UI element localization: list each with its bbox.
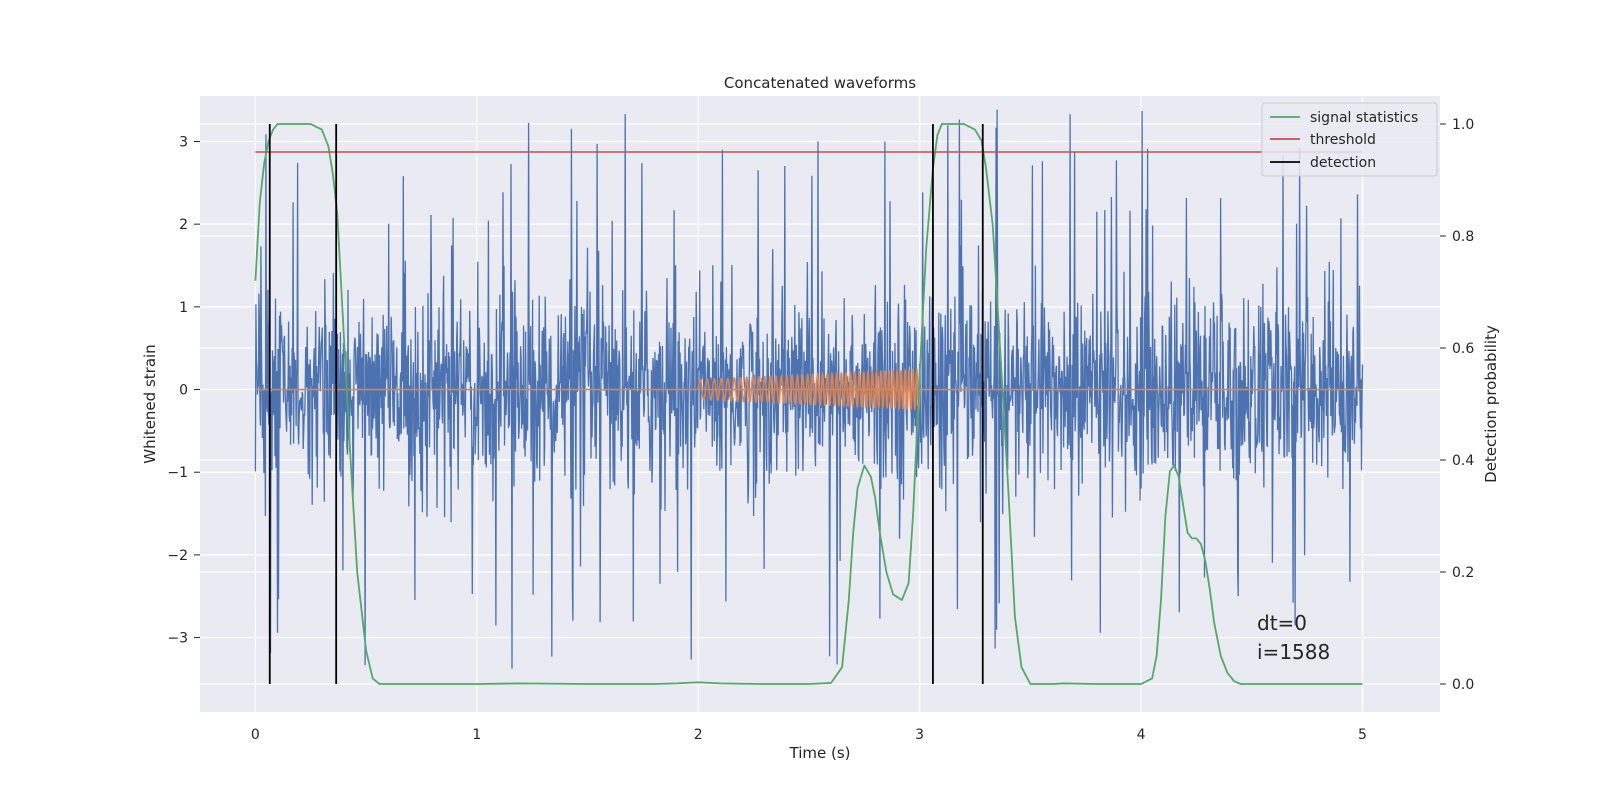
legend-label-signal-statistics: signal statistics bbox=[1310, 110, 1418, 126]
y-tick-label: 0 bbox=[179, 383, 188, 399]
series-whitened-strain bbox=[254, 109, 1364, 669]
y-tick-label: 2 bbox=[179, 217, 188, 233]
annotation-i: i=1588 bbox=[1257, 640, 1330, 664]
x-tick-label: 5 bbox=[1358, 727, 1367, 743]
series-signal-statistics bbox=[254, 123, 1363, 685]
series-layer bbox=[254, 109, 1364, 685]
y-tick-label: 1 bbox=[179, 300, 188, 316]
legend-box bbox=[1261, 102, 1438, 177]
x-tick-label: 0 bbox=[251, 727, 260, 743]
y2-tick-label: 0.4 bbox=[1452, 453, 1474, 469]
x-tick-label: 2 bbox=[694, 727, 703, 743]
legend-label-threshold: threshold bbox=[1310, 132, 1376, 148]
chart-title: Concatenated waveforms bbox=[724, 74, 916, 92]
y-tick-label: 3 bbox=[179, 134, 188, 150]
y2-tick-label: 1.0 bbox=[1452, 117, 1474, 133]
y-tick-label: −1 bbox=[167, 465, 188, 481]
ticks-layer: 0 1 2 3 4 5 −3 −2 −1 0 1 2 3 0.0 0.2 0.4 0.6 0.8 1.0 bbox=[167, 117, 1474, 743]
x-tick-label: 4 bbox=[1137, 727, 1146, 743]
x-tick-label: 3 bbox=[915, 727, 924, 743]
x-axis-label: Time (s) bbox=[789, 744, 851, 762]
series-template-chirp bbox=[697, 367, 921, 413]
x-tick-label: 1 bbox=[472, 727, 481, 743]
legend-label-detection: detection bbox=[1310, 155, 1376, 171]
legend: signal statistics threshold detection bbox=[1261, 102, 1438, 177]
y2-tick-label: 0.6 bbox=[1452, 341, 1474, 357]
y2-tick-label: 0.0 bbox=[1452, 677, 1474, 693]
y-tick-label: −3 bbox=[167, 631, 188, 647]
annotation-dt: dt=0 bbox=[1257, 611, 1307, 635]
y2-tick-label: 0.2 bbox=[1452, 565, 1474, 581]
y2-tick-label: 0.8 bbox=[1452, 229, 1474, 245]
y-axis-label: Whitened strain bbox=[141, 344, 159, 463]
y-tick-label: −2 bbox=[167, 548, 188, 564]
y2-axis-label: Detection probability bbox=[1482, 325, 1500, 483]
